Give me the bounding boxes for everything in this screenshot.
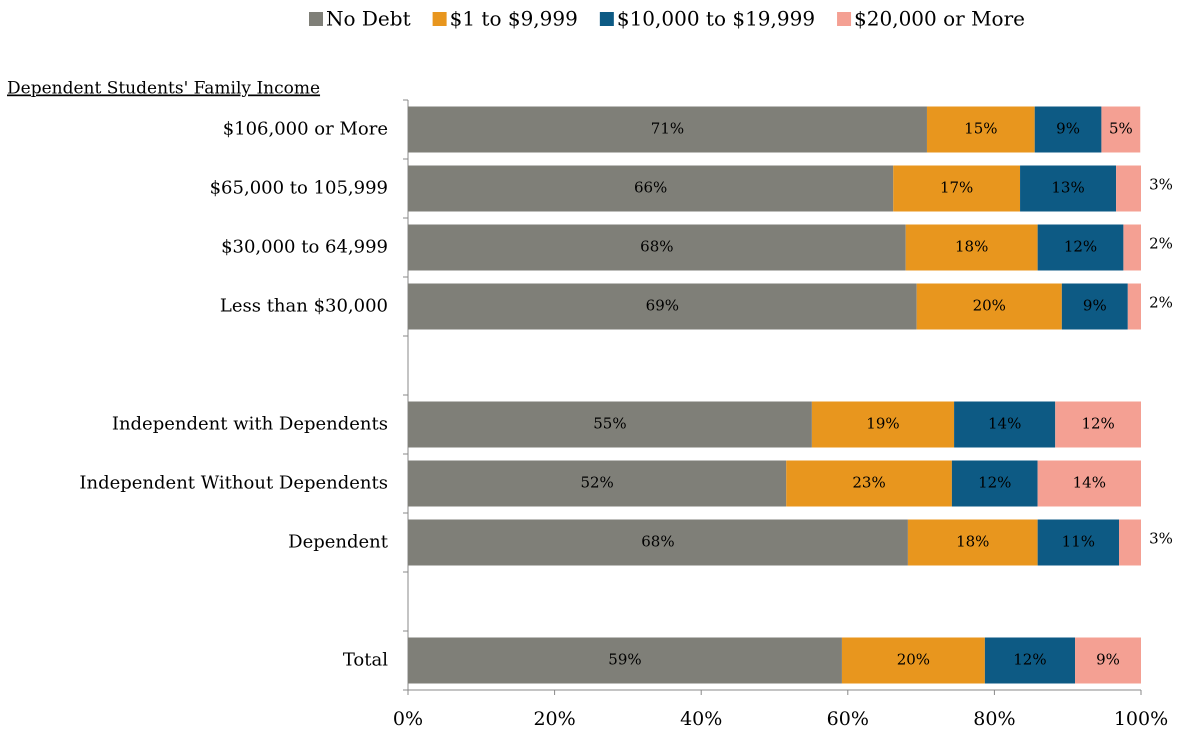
legend-swatch	[309, 12, 323, 26]
data-label: 71%	[651, 120, 684, 138]
bar-segment	[954, 401, 1056, 448]
legend-swatch	[432, 12, 447, 26]
legend-swatch	[599, 12, 614, 26]
x-tick-label: 60%	[827, 708, 869, 730]
bar-segment	[811, 401, 955, 448]
bar-segment	[1075, 637, 1141, 684]
bar-segment	[408, 519, 908, 566]
data-label: 12%	[978, 474, 1011, 492]
data-label: 23%	[852, 474, 885, 492]
bar-segment	[408, 460, 787, 507]
x-tick-label: 100%	[1114, 708, 1168, 730]
data-label: 5%	[1109, 120, 1133, 138]
data-label: 9%	[1056, 120, 1080, 138]
legend-label: $10,000 to $19,999	[617, 7, 815, 31]
y-tick-label: Less than $30,000	[220, 296, 388, 317]
bar-segment	[984, 637, 1076, 684]
data-label: 68%	[641, 533, 674, 551]
bar-segment	[408, 165, 894, 212]
bar-segment	[907, 519, 1038, 566]
x-tick-label: 80%	[973, 708, 1015, 730]
data-label: 12%	[1064, 238, 1097, 256]
x-tick-label: 40%	[680, 708, 722, 730]
bar-segment	[786, 460, 952, 507]
bar-segment	[408, 401, 812, 448]
y-tick-label: $65,000 to 105,999	[210, 178, 388, 199]
bar-segment	[1037, 519, 1120, 566]
data-label: 9%	[1096, 651, 1120, 669]
data-label: 9%	[1083, 297, 1107, 315]
legend-label: No Debt	[326, 7, 411, 31]
bar-segment	[1116, 165, 1141, 212]
bar-segment	[408, 106, 927, 153]
bar-segment	[1034, 106, 1102, 153]
data-label: 13%	[1051, 179, 1084, 197]
bar-segment	[1061, 283, 1128, 330]
data-label: 2%	[1149, 294, 1173, 312]
x-tick-label: 20%	[533, 708, 575, 730]
bar-segment	[841, 637, 985, 684]
legend-label: $1 to $9,999	[450, 7, 578, 31]
y-tick-label: Total	[343, 650, 388, 671]
bar-segment	[1119, 519, 1141, 566]
data-label: 59%	[608, 651, 641, 669]
bar-segment	[1020, 165, 1117, 212]
bar-segment	[1127, 283, 1141, 330]
data-label: 3%	[1149, 176, 1173, 194]
data-label: 11%	[1062, 533, 1095, 551]
y-tick-label: Independent with Dependents	[112, 414, 388, 435]
data-label: 18%	[956, 533, 989, 551]
data-label: 52%	[580, 474, 613, 492]
group-annotation: Dependent Students' Family Income	[7, 79, 320, 99]
data-label: 14%	[988, 415, 1021, 433]
data-label: 12%	[1081, 415, 1114, 433]
bar-segment	[408, 283, 917, 330]
legend-label: $20,000 or More	[854, 7, 1025, 31]
bar-segment	[1055, 401, 1141, 448]
data-label: 55%	[593, 415, 626, 433]
data-label: 69%	[646, 297, 679, 315]
y-tick-label: Independent Without Dependents	[79, 473, 388, 494]
bar-segment	[926, 106, 1035, 153]
x-tick-label: 0%	[393, 708, 423, 730]
data-label: 18%	[955, 238, 988, 256]
legend-swatch	[837, 12, 852, 26]
data-label: 68%	[640, 238, 673, 256]
data-label: 20%	[897, 651, 930, 669]
data-label: 17%	[940, 179, 973, 197]
bar-segment	[905, 224, 1038, 271]
data-label: 66%	[634, 179, 667, 197]
y-tick-label: Dependent	[288, 532, 389, 553]
y-tick-label: $30,000 to 64,999	[221, 237, 388, 258]
data-label: 15%	[964, 120, 997, 138]
data-label: 20%	[973, 297, 1006, 315]
data-label: 2%	[1149, 235, 1173, 253]
data-label: 12%	[1013, 651, 1046, 669]
bar-segment	[951, 460, 1038, 507]
bar-segment	[1037, 224, 1124, 271]
bar-segment	[1123, 224, 1141, 271]
bar-segment	[408, 637, 842, 684]
data-label: 19%	[866, 415, 899, 433]
bar-segment	[1037, 460, 1141, 507]
bar-segment	[916, 283, 1062, 330]
data-label: 3%	[1149, 530, 1173, 548]
y-tick-label: $106,000 or More	[223, 119, 388, 140]
bar-segment	[408, 224, 906, 271]
bar-segment	[1101, 106, 1141, 153]
bar-segment	[893, 165, 1021, 212]
data-label: 14%	[1073, 474, 1106, 492]
